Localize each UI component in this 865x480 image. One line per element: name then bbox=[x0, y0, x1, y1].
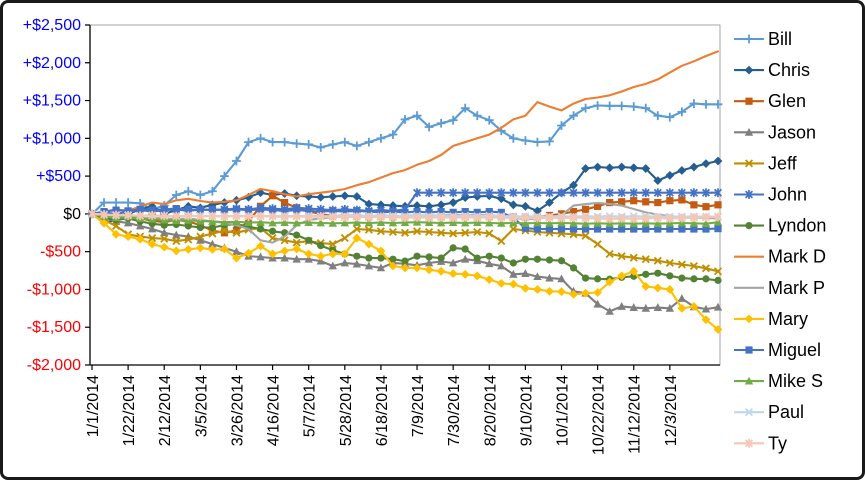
legend-label-mark-d: Mark D bbox=[768, 247, 826, 267]
legend-item-john: John bbox=[734, 185, 807, 205]
series-miguel bbox=[88, 205, 722, 233]
y-tick-label: +$500 bbox=[36, 168, 81, 185]
x-tick-label: 7/9/2014 bbox=[410, 375, 427, 437]
y-tick-label: -$1,000 bbox=[27, 281, 81, 298]
legend-item-chris: Chris bbox=[734, 60, 810, 80]
legend-label-mary: Mary bbox=[768, 309, 808, 329]
x-tick-label: 6/18/2014 bbox=[374, 375, 391, 446]
legend-item-mike-s: Mike S bbox=[734, 371, 823, 391]
legend-label-glen: Glen bbox=[768, 91, 806, 111]
x-tick-label: 1/22/2014 bbox=[121, 375, 138, 446]
legend-item-jason: Jason bbox=[734, 122, 816, 142]
legend-label-jeff: Jeff bbox=[768, 153, 798, 173]
legend-label-lyndon: Lyndon bbox=[768, 216, 826, 236]
legend-item-jeff: Jeff bbox=[734, 153, 798, 173]
legend-item-glen: Glen bbox=[734, 91, 806, 111]
legend-item-bill: Bill bbox=[734, 29, 792, 49]
x-tick-label: 8/20/2014 bbox=[482, 375, 499, 446]
plot-area-border bbox=[89, 24, 721, 366]
legend-label-john: John bbox=[768, 185, 807, 205]
y-tick-label: +$1,000 bbox=[23, 130, 81, 147]
y-tick-label: -$2,000 bbox=[27, 357, 81, 374]
x-tick-label: 2/12/2014 bbox=[157, 375, 174, 446]
legend-label-mark-p: Mark P bbox=[768, 278, 825, 298]
legend-label-ty: Ty bbox=[768, 433, 787, 453]
x-tick-label: 3/26/2014 bbox=[229, 375, 246, 446]
x-tick-label: 5/7/2014 bbox=[302, 375, 319, 437]
x-tick-label: 1/1/2014 bbox=[85, 375, 102, 437]
x-tick-label: 3/5/2014 bbox=[193, 375, 210, 437]
y-tick-label: -$1,500 bbox=[27, 319, 81, 336]
legend-label-paul: Paul bbox=[768, 402, 804, 422]
x-tick-label: 11/12/2014 bbox=[627, 375, 644, 454]
series-ty bbox=[87, 209, 723, 224]
line-chart: +$2,500 +$2,000 +$1,500 +$1,000 +$500 $0 -$500… bbox=[23, 17, 827, 455]
legend-item-mark-d: Mark D bbox=[734, 247, 826, 267]
y-tick-label: +$1,500 bbox=[23, 93, 81, 110]
series-mark-d bbox=[90, 50, 720, 215]
legend-label-bill: Bill bbox=[768, 29, 792, 49]
legend-label-chris: Chris bbox=[768, 60, 810, 80]
series-bill bbox=[87, 99, 723, 219]
legend-item-mark-p: Mark P bbox=[734, 278, 825, 298]
series-line-mark-d bbox=[90, 50, 720, 215]
legend-item-mary: Mary bbox=[734, 309, 808, 329]
legend-label-mike-s: Mike S bbox=[768, 371, 823, 391]
y-tick-label: -$500 bbox=[40, 244, 81, 261]
x-tick-label: 7/30/2014 bbox=[446, 375, 463, 446]
legend-item-ty: Ty bbox=[734, 433, 787, 453]
x-tick-label: 5/28/2014 bbox=[338, 375, 355, 446]
y-tick-label: +$2,500 bbox=[23, 17, 81, 34]
y-tick-label: +$2,000 bbox=[23, 55, 81, 72]
legend-label-miguel: Miguel bbox=[768, 340, 821, 360]
legend-label-jason: Jason bbox=[768, 122, 816, 142]
series-mary bbox=[87, 209, 723, 334]
legend: Bill Chris Glen Jason Jeff John Lyndon Mark D Ma… bbox=[734, 29, 826, 453]
legend-item-miguel: Miguel bbox=[734, 340, 821, 360]
x-tick-label: 12/3/2014 bbox=[663, 375, 680, 446]
x-tick-label: 10/1/2014 bbox=[555, 375, 572, 446]
y-tick-label: $0 bbox=[63, 206, 81, 223]
legend-item-lyndon: Lyndon bbox=[734, 216, 826, 236]
x-tick-label: 4/16/2014 bbox=[266, 375, 283, 446]
legend-item-paul: Paul bbox=[734, 402, 804, 422]
x-tick-label: 10/22/2014 bbox=[591, 375, 608, 455]
x-tick-label: 9/10/2014 bbox=[518, 375, 535, 446]
